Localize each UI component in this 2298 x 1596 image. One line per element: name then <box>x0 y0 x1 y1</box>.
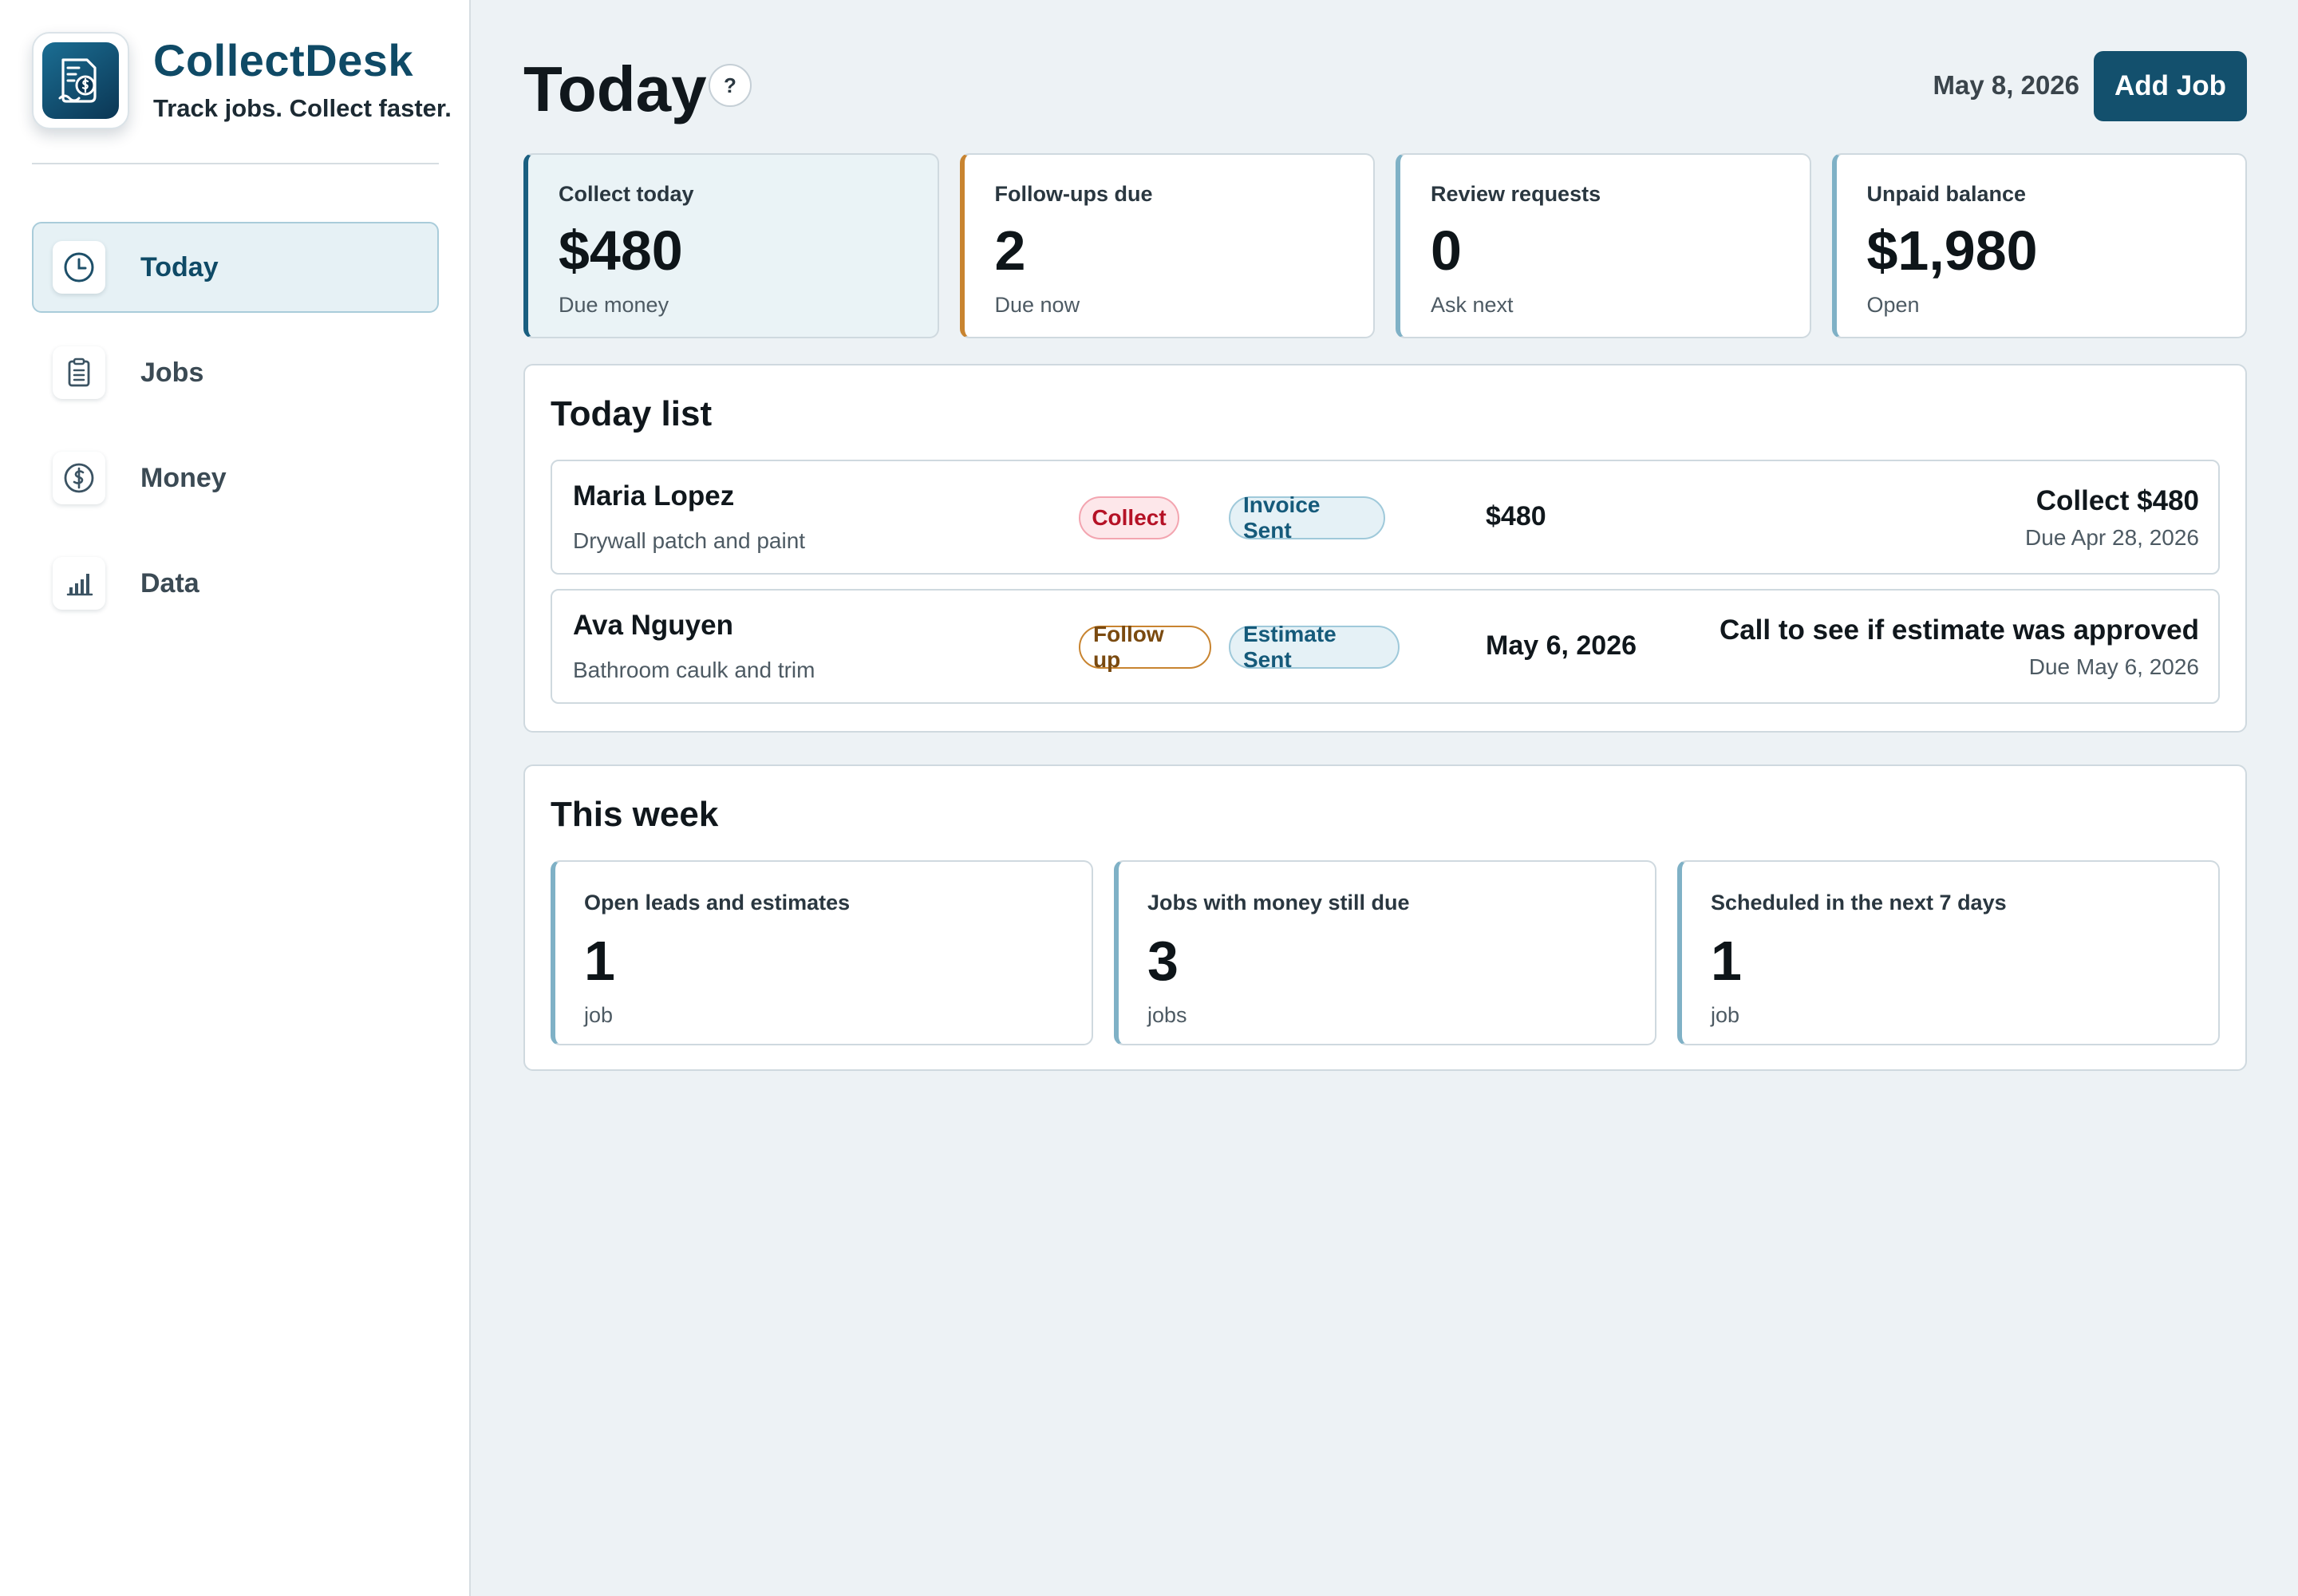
due-date: Due May 6, 2026 <box>2028 654 2199 679</box>
stat-card-collect-today[interactable]: Collect today $480 Due money <box>523 153 939 338</box>
stat-sub: Ask next <box>1431 293 1514 317</box>
week-label: Open leads and estimates <box>584 891 851 915</box>
next-action: Call to see if estimate was approved <box>1719 614 2199 646</box>
week-label: Scheduled in the next 7 days <box>1711 891 2007 915</box>
stat-value: 2 <box>994 219 1026 282</box>
collect-badge: Collect <box>1079 496 1179 539</box>
clipboard-icon <box>53 346 105 399</box>
sidebar: CollectDesk Track jobs. Collect faster. … <box>0 0 471 1596</box>
invoice-dollar-icon <box>58 58 97 103</box>
sidebar-item-today[interactable]: Today <box>32 222 439 313</box>
sidebar-item-label: Today <box>140 251 219 282</box>
stat-card-unpaid-balance[interactable]: Unpaid balance $1,980 Open <box>1831 153 2247 338</box>
bar-chart-icon <box>53 557 105 610</box>
stat-label: Follow-ups due <box>994 182 1153 206</box>
week-card-scheduled[interactable]: Scheduled in the next 7 days 1 job <box>1677 860 2220 1045</box>
week-sub: job <box>584 1003 614 1027</box>
week-value: 1 <box>1711 930 1742 992</box>
add-job-button[interactable]: Add Job <box>2094 51 2247 121</box>
today-list-panel: Today list Maria Lopez Drywall patch and… <box>523 364 2247 733</box>
event-date: May 6, 2026 <box>1486 630 1637 661</box>
job-description: Drywall patch and paint <box>573 528 806 553</box>
app-tagline: Track jobs. Collect faster. <box>153 94 452 122</box>
stat-card-follow-ups[interactable]: Follow-ups due 2 Due now <box>959 153 1375 338</box>
sidebar-item-money[interactable]: Money <box>32 433 439 523</box>
follow-up-badge: Follow up <box>1079 622 1211 672</box>
week-sub: jobs <box>1147 1003 1187 1027</box>
current-date: May 8, 2026 <box>1933 70 2079 100</box>
stat-card-review-requests[interactable]: Review requests 0 Ask next <box>1396 153 1811 338</box>
stat-sub: Due now <box>994 293 1080 317</box>
sidebar-divider <box>32 163 439 164</box>
week-sub: job <box>1711 1003 1740 1027</box>
week-value: 1 <box>584 930 615 992</box>
brand: CollectDesk Track jobs. Collect faster. <box>32 32 452 129</box>
summary-stats: Collect today $480 Due money Follow-ups … <box>523 153 2247 338</box>
this-week-panel: This week Open leads and estimates 1 job… <box>523 764 2247 1071</box>
status-badge: Estimate Sent <box>1229 622 1400 672</box>
sidebar-item-data[interactable]: Data <box>32 538 439 629</box>
list-item[interactable]: Maria Lopez Drywall patch and paint Coll… <box>551 460 2220 575</box>
sidebar-item-label: Jobs <box>140 357 204 388</box>
client-name: Ava Nguyen <box>573 610 733 641</box>
panel-title: Today list <box>551 394 713 433</box>
stat-label: Review requests <box>1431 182 1601 206</box>
week-card-open-leads[interactable]: Open leads and estimates 1 job <box>551 860 1093 1045</box>
due-date: Due Apr 28, 2026 <box>2025 525 2199 550</box>
next-action: Collect $480 <box>2035 485 2199 516</box>
sidebar-item-jobs[interactable]: Jobs <box>32 327 439 418</box>
stat-value: 0 <box>1431 219 1462 282</box>
stat-sub: Open <box>1866 293 1920 317</box>
clock-icon <box>53 241 105 294</box>
help-button[interactable]: ? <box>709 64 752 107</box>
week-value: 3 <box>1147 930 1179 992</box>
week-label: Jobs with money still due <box>1147 891 1410 915</box>
panel-title: This week <box>551 795 719 834</box>
week-card-money-due[interactable]: Jobs with money still due 3 jobs <box>1114 860 1656 1045</box>
sidebar-nav: Today Jobs Money Data <box>32 222 439 643</box>
job-description: Bathroom caulk and trim <box>573 658 815 682</box>
list-item[interactable]: Ava Nguyen Bathroom caulk and trim Follo… <box>551 589 2220 704</box>
stat-value: $1,980 <box>1866 219 2038 282</box>
status-badge: Invoice Sent <box>1229 492 1385 543</box>
stat-label: Collect today <box>559 182 694 206</box>
stat-label: Unpaid balance <box>1866 182 2027 206</box>
client-name: Maria Lopez <box>573 480 735 512</box>
stat-sub: Due money <box>559 293 669 317</box>
stat-value: $480 <box>559 219 683 282</box>
sidebar-item-label: Money <box>140 462 227 493</box>
sidebar-item-label: Data <box>140 567 199 598</box>
page-title: Today <box>523 53 707 124</box>
amount: $480 <box>1486 501 1546 531</box>
app-name: CollectDesk <box>153 35 414 85</box>
app-logo <box>32 32 129 129</box>
dollar-circle-icon <box>53 452 105 504</box>
week-stats: Open leads and estimates 1 job Jobs with… <box>551 860 2220 1045</box>
